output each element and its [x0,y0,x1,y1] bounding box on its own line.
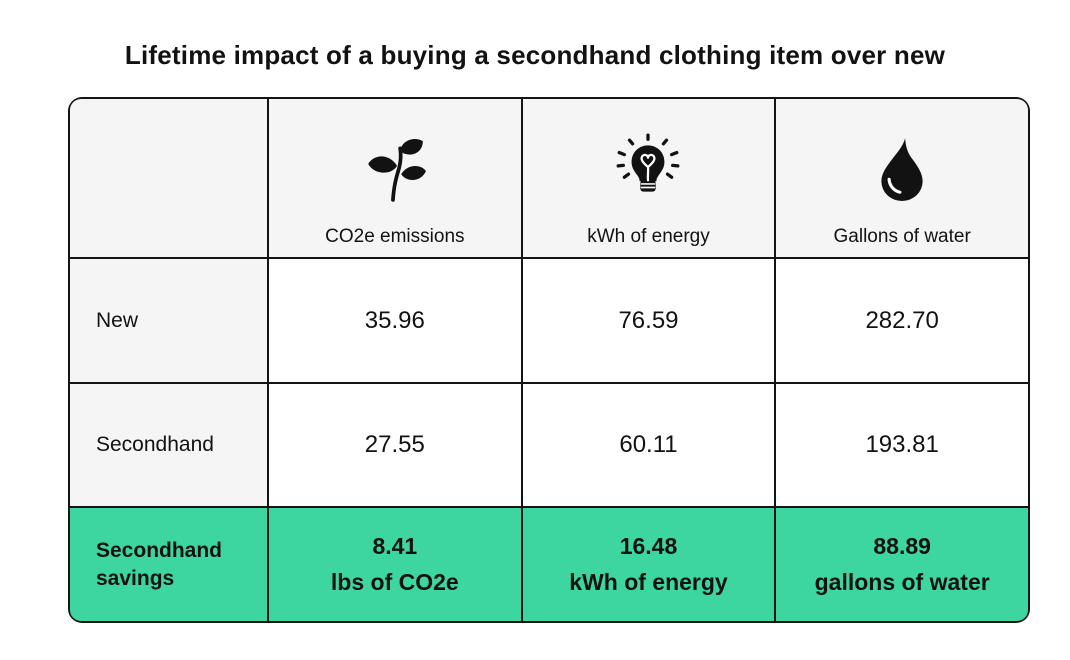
savings-energy: 16.48 kWh of energy [522,508,775,621]
savings-co2e: 8.41 lbs of CO2e [269,508,521,621]
savings-unit: gallons of water [814,568,990,595]
savings-value: 88.89 [873,532,931,559]
value-secondhand-co2e: 27.55 [269,384,521,506]
row-label-new: New [70,259,267,382]
column-header-co2e: CO2e emissions [269,99,521,257]
value-secondhand-energy: 60.11 [522,384,775,506]
column-header-energy: kWh of energy [522,99,775,257]
impact-table: CO2e emissions [68,97,1030,623]
row-label-secondhand: Secondhand [70,384,267,506]
lightbulb-icon [611,126,685,212]
savings-value: 16.48 [619,532,678,559]
column-header-water: Gallons of water [776,99,1028,257]
row-label-savings: Secondhand savings [70,508,267,621]
column-label: Gallons of water [833,226,971,247]
savings-water: 88.89 gallons of water [776,508,1028,621]
value-secondhand-water: 193.81 [776,384,1028,506]
page-title: Lifetime impact of a buying a secondhand… [124,40,946,70]
savings-value: 8.41 [372,532,418,559]
savings-unit: kWh of energy [569,568,728,595]
value-new-water: 282.70 [776,259,1028,382]
value-new-co2e: 35.96 [269,259,521,382]
column-label: kWh of energy [587,226,710,247]
column-label: CO2e emissions [325,226,465,247]
water-drop-icon [876,126,928,212]
plant-icon [362,126,428,212]
corner-cell [70,99,267,257]
value-new-energy: 76.59 [522,259,775,382]
savings-unit: lbs of CO2e [330,568,459,595]
